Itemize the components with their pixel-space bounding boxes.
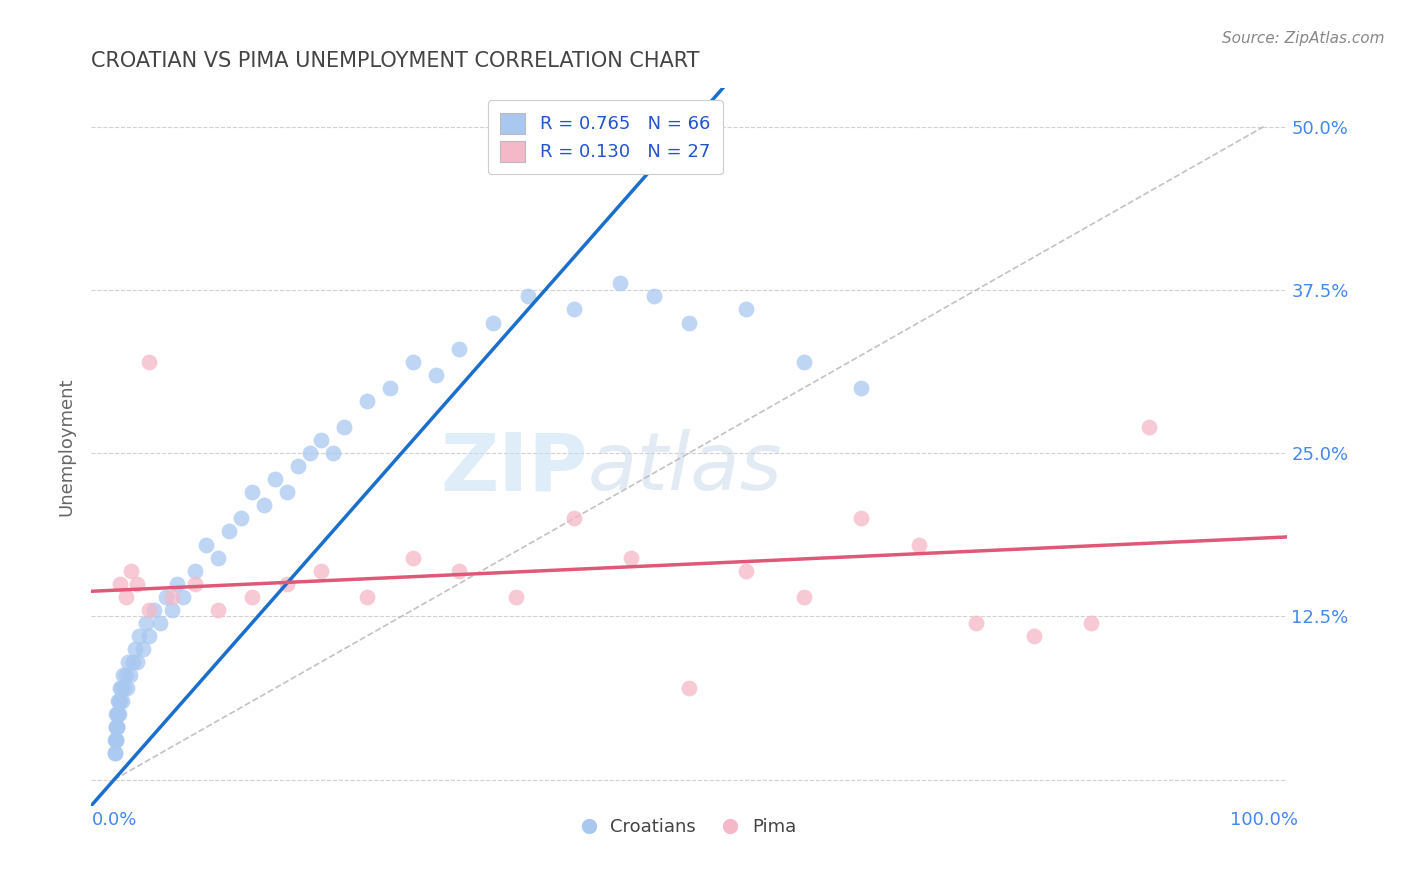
Point [183, 576, 205, 591]
Point [425, 368, 447, 382]
Point [309, 564, 332, 578]
Point [402, 355, 425, 369]
Point [110, 694, 132, 708]
Point [172, 590, 194, 604]
Point [114, 590, 136, 604]
Point [378, 381, 401, 395]
Point [252, 499, 274, 513]
Text: ZIP: ZIP [440, 429, 588, 508]
Point [907, 537, 929, 551]
Point [108, 681, 131, 696]
Point [104, 747, 127, 761]
Point [298, 446, 321, 460]
Point [1137, 420, 1160, 434]
Text: atlas: atlas [588, 429, 782, 508]
Point [121, 655, 143, 669]
Point [105, 720, 128, 734]
Point [229, 511, 252, 525]
Point [135, 615, 157, 630]
Point [240, 590, 263, 604]
Point [107, 707, 129, 722]
Point [735, 564, 758, 578]
Point [105, 720, 128, 734]
Point [105, 707, 128, 722]
Point [447, 342, 470, 356]
Point [356, 590, 378, 604]
Point [160, 590, 183, 604]
Point [104, 733, 127, 747]
Point [195, 537, 218, 551]
Point [120, 564, 142, 578]
Point [287, 459, 309, 474]
Point [240, 485, 263, 500]
Point [107, 694, 129, 708]
Point [322, 446, 344, 460]
Point [276, 485, 298, 500]
Point [143, 603, 166, 617]
Point [104, 720, 127, 734]
Point [643, 289, 665, 303]
Point [333, 420, 356, 434]
Point [128, 629, 150, 643]
Point [965, 615, 987, 630]
Point [207, 550, 229, 565]
Point [114, 668, 136, 682]
Point [309, 433, 332, 447]
Point [112, 668, 135, 682]
Text: Source: ZipAtlas.com: Source: ZipAtlas.com [1222, 31, 1385, 46]
Point [138, 629, 160, 643]
Point [155, 590, 177, 604]
Point [124, 642, 146, 657]
Point [104, 747, 127, 761]
Point [735, 302, 758, 317]
Point [678, 316, 700, 330]
Point [447, 564, 470, 578]
Point [108, 576, 131, 591]
Point [115, 681, 138, 696]
Point [356, 393, 378, 408]
Point [516, 289, 538, 303]
Point [851, 511, 873, 525]
Point [107, 694, 129, 708]
Point [1022, 629, 1045, 643]
Point [505, 590, 527, 604]
Point [105, 733, 128, 747]
Point [120, 668, 142, 682]
Point [111, 694, 134, 708]
Point [276, 576, 298, 591]
Point [160, 603, 183, 617]
Point [851, 381, 873, 395]
Point [562, 302, 585, 317]
Point [678, 681, 700, 696]
Point [149, 615, 172, 630]
Point [166, 576, 188, 591]
Point [207, 603, 229, 617]
Point [562, 511, 585, 525]
Point [264, 472, 287, 486]
Point [793, 355, 815, 369]
Point [138, 355, 160, 369]
Point [117, 655, 139, 669]
Point [620, 550, 643, 565]
Legend: Croatians, Pima: Croatians, Pima [574, 811, 803, 843]
Point [127, 576, 149, 591]
Point [609, 277, 631, 291]
Text: CROATIAN VS PIMA UNEMPLOYMENT CORRELATION CHART: CROATIAN VS PIMA UNEMPLOYMENT CORRELATIO… [91, 51, 700, 70]
Point [110, 681, 132, 696]
Point [402, 550, 425, 565]
Point [138, 603, 160, 617]
Point [132, 642, 155, 657]
Point [108, 707, 131, 722]
Point [1080, 615, 1102, 630]
Point [183, 564, 205, 578]
Point [218, 524, 240, 539]
Point [114, 681, 136, 696]
Point [105, 707, 128, 722]
Point [127, 655, 149, 669]
Point [482, 316, 505, 330]
Y-axis label: Unemployment: Unemployment [58, 377, 75, 516]
Point [104, 720, 127, 734]
Point [793, 590, 815, 604]
Point [104, 733, 127, 747]
